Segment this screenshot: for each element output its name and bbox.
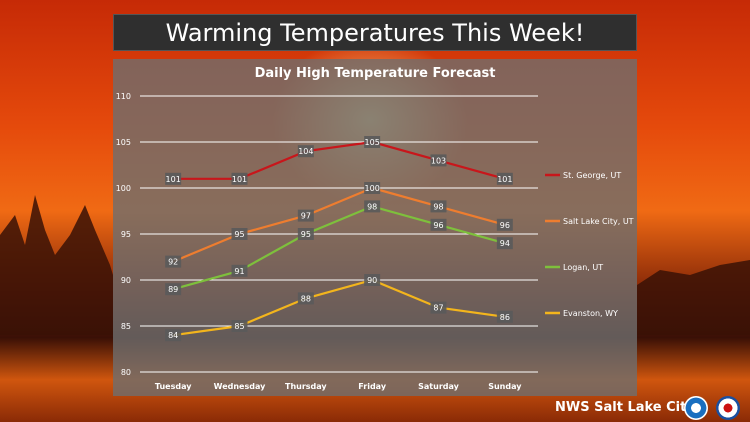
data-label-bg xyxy=(430,154,447,167)
data-label: 101 xyxy=(232,175,247,184)
data-label-bg xyxy=(496,172,513,185)
x-tick-label: Thursday xyxy=(285,382,327,391)
data-label: 105 xyxy=(365,138,380,147)
data-label: 98 xyxy=(367,202,377,211)
data-label-bg xyxy=(165,172,182,185)
data-label-bg xyxy=(364,274,381,286)
page-title-banner: Warming Temperatures This Week! xyxy=(113,14,637,51)
x-tick-label: Wednesday xyxy=(214,382,266,391)
data-label-bg xyxy=(364,136,381,148)
y-tick-label: 80 xyxy=(121,368,131,377)
data-label-bg xyxy=(165,283,182,296)
series-line xyxy=(173,278,505,337)
data-label: 100 xyxy=(365,184,380,193)
y-tick-label: 90 xyxy=(121,276,131,285)
data-label-bg xyxy=(297,145,314,158)
y-tick-label: 105 xyxy=(116,138,131,147)
data-label-bg xyxy=(297,228,314,240)
nws-logo-icon xyxy=(716,396,740,420)
x-tick-label: Tuesday xyxy=(155,382,192,391)
data-label-bg xyxy=(297,292,314,305)
data-label: 85 xyxy=(234,322,244,331)
data-label: 86 xyxy=(500,313,510,322)
legend-entry: Logan, UT xyxy=(563,263,603,272)
y-tick-label: 95 xyxy=(121,230,131,239)
data-label: 89 xyxy=(168,285,178,294)
data-label-bg xyxy=(430,301,447,314)
data-label: 96 xyxy=(433,221,443,230)
x-tick-label: Friday xyxy=(358,382,387,391)
data-label-bg xyxy=(496,310,513,323)
chart-panel xyxy=(113,59,637,396)
data-label-bg xyxy=(364,200,381,213)
series-line xyxy=(172,205,506,291)
series-line xyxy=(173,140,506,180)
office-label: NWS Salt Lake City xyxy=(555,400,695,415)
x-tick-label: Sunday xyxy=(488,382,522,391)
data-label: 92 xyxy=(168,258,178,267)
data-label-bg xyxy=(231,264,248,277)
data-label-bg xyxy=(496,218,513,231)
data-label-bg xyxy=(165,255,182,268)
data-label: 103 xyxy=(431,156,446,165)
data-label-bg xyxy=(496,237,513,250)
y-tick-label: 85 xyxy=(121,322,131,331)
data-label: 87 xyxy=(433,304,443,313)
data-label-bg xyxy=(364,182,381,194)
data-label: 91 xyxy=(234,267,244,276)
y-tick-label: 110 xyxy=(116,92,131,101)
tree-silhouette xyxy=(0,195,750,335)
x-tick-label: Saturday xyxy=(418,382,460,391)
data-label-bg xyxy=(231,172,248,185)
y-tick-label: 100 xyxy=(116,184,131,193)
legend-entry: St. George, UT xyxy=(563,171,621,180)
data-label: 101 xyxy=(497,175,512,184)
data-label-bg xyxy=(165,329,182,342)
data-label: 101 xyxy=(166,175,181,184)
data-label: 84 xyxy=(168,331,178,340)
chart-title: Daily High Temperature Forecast xyxy=(254,66,496,81)
series-line xyxy=(172,186,506,263)
legend-entry: Salt Lake City, UT xyxy=(563,217,634,226)
data-label: 97 xyxy=(301,212,311,221)
data-label-bg xyxy=(297,209,314,222)
noaa-logo-icon xyxy=(684,396,708,420)
data-label-bg xyxy=(430,218,447,231)
data-label: 104 xyxy=(298,147,313,156)
data-label-bg xyxy=(430,200,447,213)
data-label: 94 xyxy=(500,239,510,248)
data-label-bg xyxy=(231,320,248,332)
data-label: 96 xyxy=(500,221,510,230)
data-label: 88 xyxy=(301,294,311,303)
data-label-bg xyxy=(231,228,248,240)
legend-entry: Evanston, WY xyxy=(563,309,618,318)
data-label: 98 xyxy=(433,202,443,211)
data-label: 90 xyxy=(367,276,377,285)
data-label: 95 xyxy=(301,230,311,239)
data-label: 95 xyxy=(234,230,244,239)
